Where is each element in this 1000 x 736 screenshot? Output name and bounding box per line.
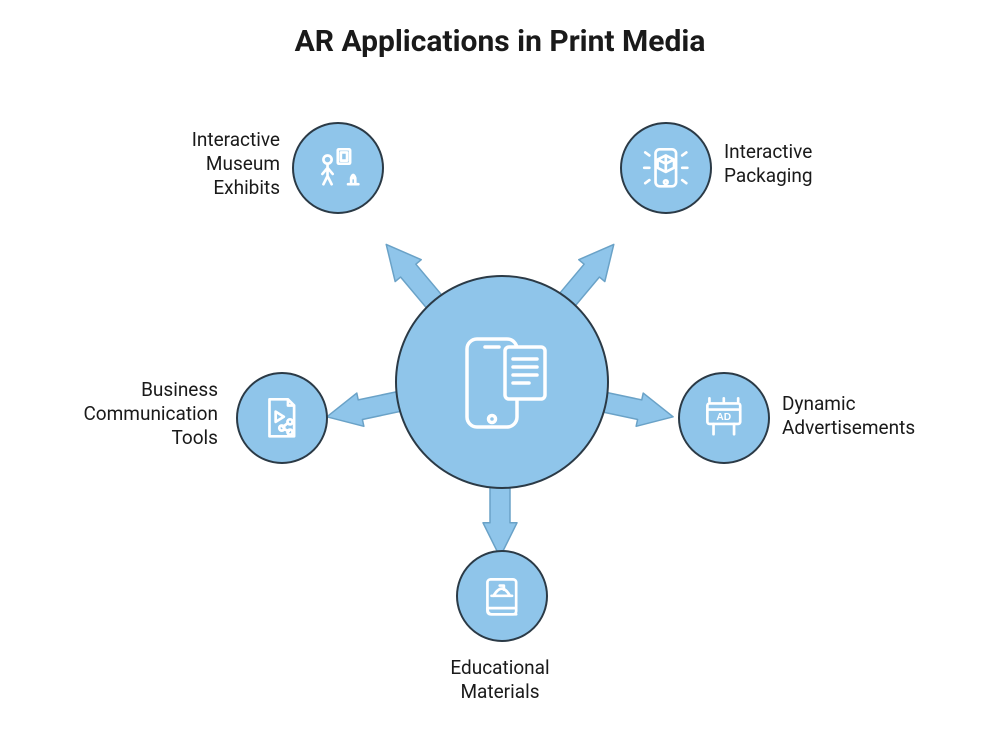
svg-text:AD: AD: [717, 412, 732, 423]
label-ads: DynamicAdvertisements: [782, 392, 982, 440]
billboard-icon: AD: [693, 387, 755, 449]
diagram-stage: AR Applications in Print Media Interacti…: [0, 0, 1000, 736]
arrow: [597, 391, 673, 426]
center-node: [395, 275, 609, 489]
arrow: [483, 481, 517, 557]
node-ads: AD: [678, 372, 770, 464]
node-museum: [292, 122, 384, 214]
share-doc-icon: [251, 387, 313, 449]
museum-icon: [307, 137, 369, 199]
label-packaging: InteractivePackaging: [724, 140, 904, 188]
phone-doc-icon: [437, 317, 567, 447]
book-icon: [471, 565, 533, 627]
label-museum: InteractiveMuseumExhibits: [130, 128, 280, 199]
node-business: [236, 372, 328, 464]
node-edu: [456, 550, 548, 642]
node-packaging: [620, 122, 712, 214]
label-business: BusinessCommunicationTools: [48, 378, 218, 449]
packaging-icon: [635, 137, 697, 199]
label-edu: EducationalMaterials: [400, 656, 600, 704]
arrow: [327, 391, 403, 426]
